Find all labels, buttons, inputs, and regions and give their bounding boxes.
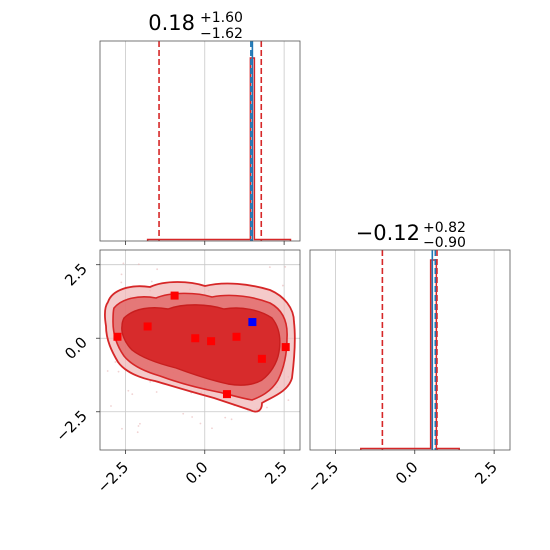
blue-marker — [248, 318, 257, 327]
scatter-point — [131, 393, 134, 396]
x-tick-label: 0.0 — [392, 458, 422, 488]
red-marker — [222, 390, 231, 399]
histogram-panel-top-left: 0.18 +1.60 −1.62 — [99, 10, 301, 245]
scatter-point — [137, 425, 140, 427]
quantile-lines-top-left — [158, 41, 263, 241]
panel-title-top-left-minus: −1.62 — [200, 26, 243, 42]
x-tick-label: 2.5 — [471, 458, 501, 488]
red-marker — [257, 354, 266, 363]
scatter-point — [266, 406, 268, 409]
panel-title-bottom-right-plus: +0.82 — [423, 220, 466, 236]
histogram-panel-bottom-right: −2.5 0.0 2.5 −0.12 +0.82 −0.90 — [304, 220, 511, 497]
quantile-lines-bottom-right — [381, 250, 438, 450]
scatter-point — [199, 422, 202, 425]
scatter-point — [121, 427, 123, 430]
scatter-point — [127, 389, 130, 392]
red-marker — [113, 332, 122, 341]
scatter-point — [211, 427, 213, 430]
scatter-point — [110, 405, 112, 407]
y-tick-label: 0.0 — [61, 333, 91, 363]
y-tick-label: −2.5 — [52, 407, 90, 445]
red-marker — [281, 343, 290, 352]
red-marker — [143, 322, 152, 331]
histogram-step-top-left — [146, 57, 292, 241]
y-tick-label: 2.5 — [61, 260, 91, 290]
xticks-top-left — [124, 241, 285, 245]
scatter-point — [287, 399, 290, 401]
red-marker — [191, 334, 200, 343]
red-marker — [232, 332, 241, 341]
grid-top-left — [124, 41, 285, 241]
scatter-point — [156, 268, 159, 271]
scatter-point — [106, 370, 109, 372]
scatter-point — [139, 422, 141, 425]
grid-bottom-right — [334, 250, 495, 450]
scatter-point — [122, 262, 125, 265]
panel-title-bottom-right: −0.12 — [356, 221, 420, 245]
scatter-point — [117, 370, 120, 373]
scatter-point — [114, 361, 117, 363]
scatter-point — [120, 273, 123, 276]
xticks-bottom-right: −2.5 0.0 2.5 — [304, 450, 501, 497]
contour-body — [104, 262, 296, 434]
scatter-point — [155, 391, 158, 393]
axes-frame-bottom-left — [99, 249, 301, 451]
axes-frame-bottom-right — [309, 249, 511, 451]
x-tick-label: −2.5 — [304, 458, 342, 496]
markers-bottom-left — [113, 291, 290, 399]
scatter-point — [136, 431, 139, 434]
scatter-point — [281, 284, 284, 287]
xticks-bottom-left: −2.5 0.0 2.5 — [94, 450, 291, 497]
scatter-point — [182, 412, 185, 415]
x-tick-label: 0.0 — [182, 458, 212, 488]
scatter-point — [137, 263, 140, 266]
red-marker — [170, 291, 179, 300]
scatter-point — [284, 266, 287, 268]
red-marker — [207, 337, 216, 346]
x-tick-label: −2.5 — [94, 458, 132, 496]
panel-title-top-left: 0.18 — [148, 11, 195, 35]
scatter-point — [149, 380, 152, 383]
scatter-point — [224, 416, 227, 419]
scatter-point — [230, 418, 233, 421]
axes-frame-top-left — [99, 40, 301, 242]
panel-title-bottom-right-minus: −0.90 — [423, 235, 466, 251]
scatter-point — [150, 280, 153, 283]
yticks-bottom-left: 2.5 0.0 −2.5 — [52, 260, 100, 445]
scatter-point — [268, 266, 271, 269]
contour-inner — [121, 304, 281, 386]
contour-panel-bottom-left: −2.5 0.0 2.5 2.5 0.0 −2.5 — [52, 249, 301, 497]
histogram-step-bottom-right — [360, 259, 460, 450]
scatter-point — [191, 416, 194, 418]
scatter-point — [120, 281, 123, 284]
x-tick-label: 2.5 — [261, 458, 291, 488]
panel-title-top-left-plus: +1.60 — [200, 10, 243, 26]
